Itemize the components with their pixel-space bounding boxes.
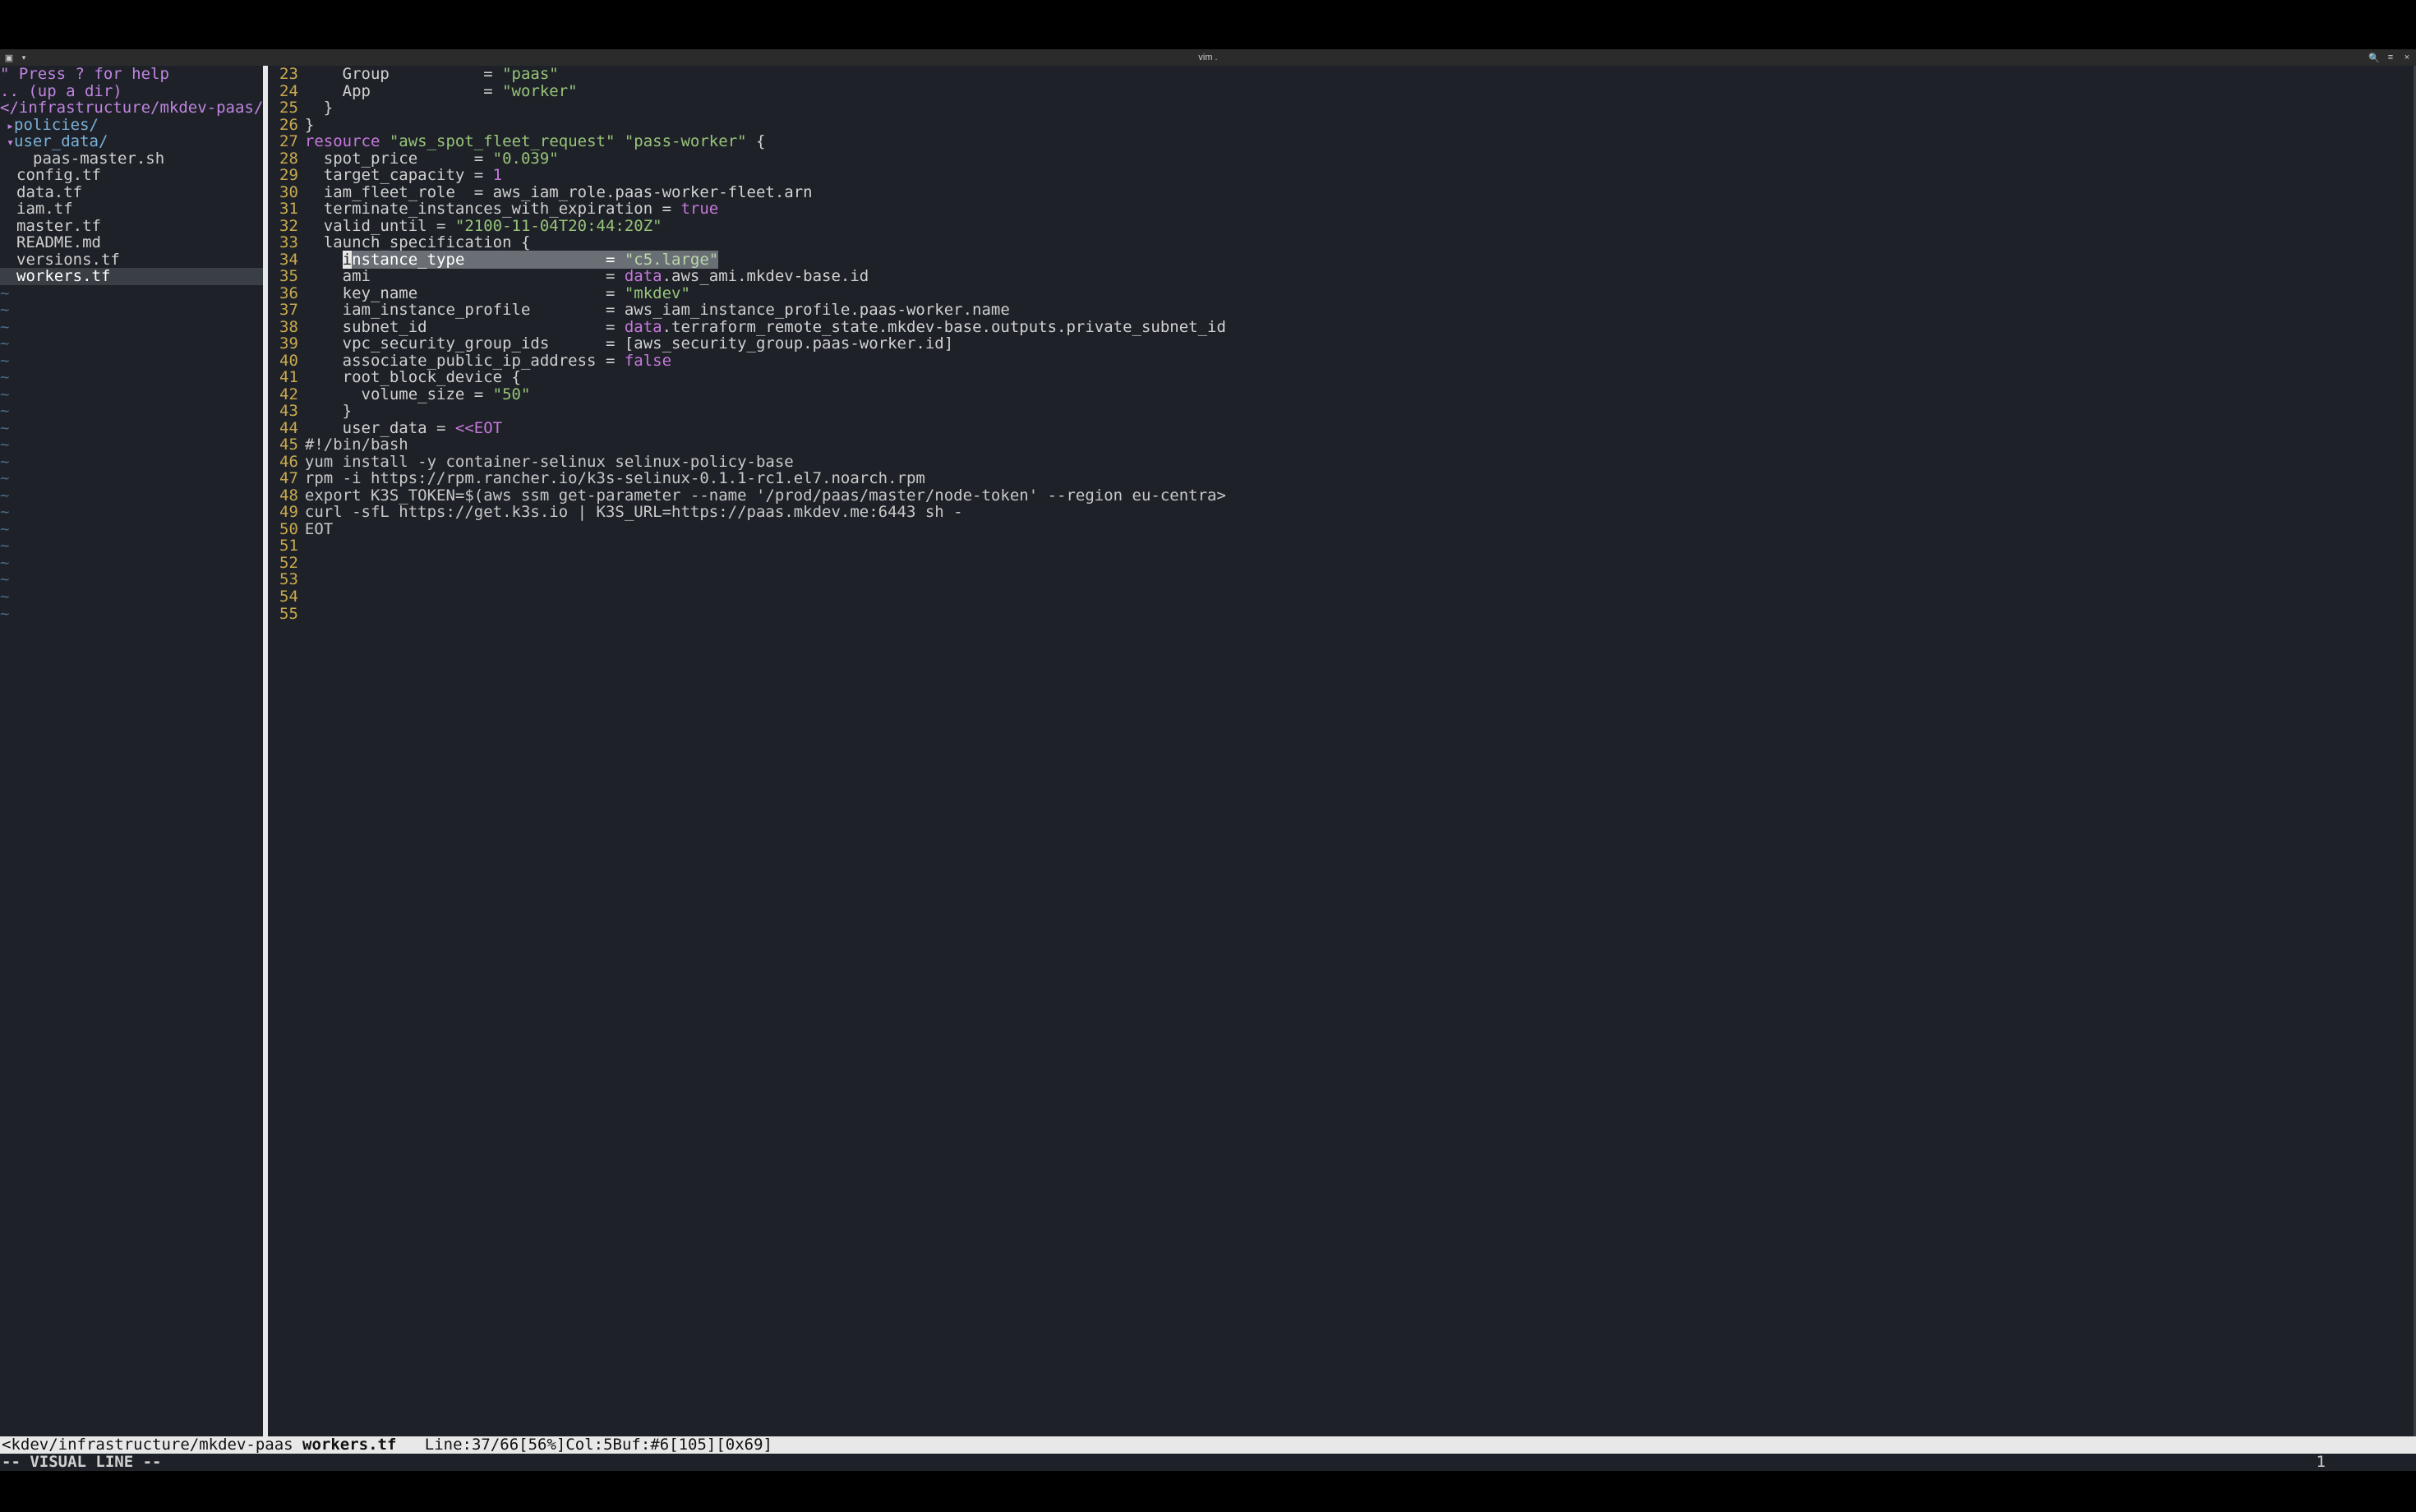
- window-menu-icon[interactable]: ▣: [3, 52, 15, 63]
- code-line[interactable]: iam_instance_profile = aws_iam_instance_…: [305, 302, 2414, 319]
- close-icon[interactable]: ×: [2401, 52, 2413, 63]
- tree-dir[interactable]: policies/: [0, 117, 263, 134]
- status-bar: <kdev/infrastructure/mkdev-paas workers.…: [0, 1436, 2416, 1454]
- code-line[interactable]: user_data = <<EOT: [305, 420, 2414, 437]
- tree-file[interactable]: paas-master.sh: [0, 150, 263, 168]
- search-icon[interactable]: 🔍: [2368, 52, 2380, 63]
- tree-file[interactable]: config.tf: [0, 167, 263, 184]
- window-title: vim .: [1198, 53, 1217, 62]
- code-line[interactable]: valid_until = "2100-11-04T20:44:20Z": [305, 218, 2414, 235]
- file-tree-pane[interactable]: " Press ? for help.. (up a dir)</infrast…: [0, 66, 263, 1436]
- tree-file[interactable]: master.tf: [0, 218, 263, 235]
- code-line[interactable]: #!/bin/bash: [305, 436, 2414, 454]
- code-line[interactable]: ami = data.aws_ami.mkdev-base.id: [305, 268, 2414, 285]
- tree-file[interactable]: README.md: [0, 234, 263, 251]
- status-path: <kdev/infrastructure/mkdev-paas: [2, 1436, 302, 1454]
- visual-count: 1: [2317, 1454, 2416, 1471]
- window-titlebar: ▣ ▾ vim . 🔍 ≡ ×: [0, 49, 2416, 66]
- code-content[interactable]: Group = "paas" App = "worker" }}resource…: [305, 66, 2414, 1436]
- code-line[interactable]: Group = "paas": [305, 66, 2414, 83]
- code-line[interactable]: }: [305, 99, 2414, 117]
- hamburger-icon[interactable]: ≡: [2385, 52, 2396, 63]
- code-line[interactable]: launch_specification {: [305, 234, 2414, 251]
- tree-dir[interactable]: user_data/: [0, 133, 263, 150]
- vim-mode: -- VISUAL LINE --: [2, 1454, 161, 1471]
- window-menu-dropdown-icon[interactable]: ▾: [18, 52, 30, 63]
- code-line[interactable]: associate_public_ip_address = false: [305, 353, 2414, 370]
- tree-file[interactable]: versions.tf: [0, 251, 263, 269]
- editor-split: " Press ? for help.. (up a dir)</infrast…: [0, 66, 2416, 1436]
- code-line[interactable]: resource "aws_spot_fleet_request" "pass-…: [305, 133, 2414, 150]
- code-line[interactable]: rpm -i https://rpm.rancher.io/k3s-selinu…: [305, 470, 2414, 487]
- code-line[interactable]: export K3S_TOKEN=$(aws ssm get-parameter…: [305, 487, 2414, 505]
- vim-window: ▣ ▾ vim . 🔍 ≡ × " Press ? for help.. (up…: [0, 49, 2416, 1471]
- tree-file[interactable]: workers.tf: [0, 268, 263, 285]
- code-line[interactable]: instance_type = "c5.large": [305, 251, 2414, 269]
- status-info: Line:37/66[56%]Col:5Buf:#6[105][0x69]: [396, 1436, 772, 1454]
- code-line[interactable]: root_block_device {: [305, 369, 2414, 386]
- code-line[interactable]: volume_size = "50": [305, 386, 2414, 403]
- mode-line: -- VISUAL LINE -- 1: [0, 1454, 2416, 1471]
- line-number-gutter: 2324252627282930313233343536373839404142…: [268, 66, 305, 1436]
- code-line[interactable]: EOT: [305, 521, 2414, 538]
- code-line[interactable]: spot_price = "0.039": [305, 150, 2414, 168]
- code-line[interactable]: vpc_security_group_ids = [aws_security_g…: [305, 335, 2414, 353]
- code-line[interactable]: terminate_instances_with_expiration = tr…: [305, 201, 2414, 218]
- tree-file[interactable]: iam.tf: [0, 201, 263, 218]
- code-line[interactable]: App = "worker": [305, 83, 2414, 100]
- code-editor-pane[interactable]: 2324252627282930313233343536373839404142…: [268, 66, 2416, 1436]
- tree-file[interactable]: data.tf: [0, 184, 263, 201]
- code-line[interactable]: yum install -y container-selinux selinux…: [305, 454, 2414, 471]
- code-line[interactable]: target_capacity = 1: [305, 167, 2414, 184]
- code-line[interactable]: key_name = "mkdev": [305, 285, 2414, 302]
- code-line[interactable]: }: [305, 403, 2414, 420]
- code-line[interactable]: subnet_id = data.terraform_remote_state.…: [305, 319, 2414, 336]
- code-line[interactable]: iam_fleet_role = aws_iam_role.paas-worke…: [305, 184, 2414, 201]
- code-line[interactable]: }: [305, 117, 2414, 134]
- code-line[interactable]: curl -sfL https://get.k3s.io | K3S_URL=h…: [305, 504, 2414, 521]
- status-filename: workers.tf: [302, 1436, 396, 1454]
